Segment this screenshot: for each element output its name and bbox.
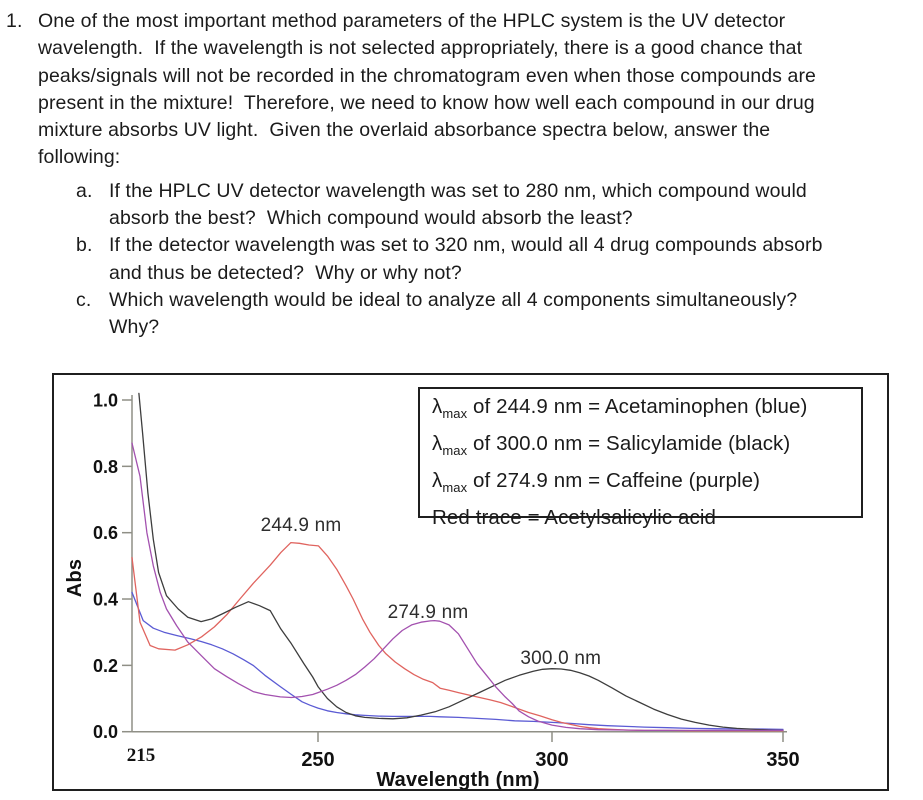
question-line: following: xyxy=(38,146,121,169)
sub-question-line: absorb the best? Which compound would ab… xyxy=(109,207,633,230)
sub-question-line: Why? xyxy=(109,316,160,339)
sub-question-c: c. Which wavelength would be ideal to an… xyxy=(76,287,915,342)
sub-question-line: If the HPLC UV detector wavelength was s… xyxy=(109,179,807,202)
question-line: peaks/signals will not be recorded in th… xyxy=(38,64,817,87)
sub-question-line: Which wavelength would be ideal to analy… xyxy=(109,288,798,311)
sub-question-label: b. xyxy=(76,234,93,257)
y-tick-label: 1.0 xyxy=(93,391,118,411)
x-tick-label: 350 xyxy=(766,749,799,771)
question-block: 1. One of the most important method para… xyxy=(0,8,915,342)
legend-line: λmax of 274.9 nm = Caffeine (purple) xyxy=(432,469,761,496)
spectra-chart: 0.0 0.2 0.4 0.6 0.8 1.0 215 250 300 350 Abs Wavelen… xyxy=(64,391,800,790)
legend-line: λmax of 300.0 nm = Salicylamide (black) xyxy=(432,432,791,459)
sub-question-line: If the detector wavelength was set to 32… xyxy=(109,234,823,257)
sub-question-a: a. If the HPLC UV detector wavelength wa… xyxy=(76,178,915,233)
sub-question-label: a. xyxy=(76,179,93,202)
x-tick-label: 300 xyxy=(535,749,568,771)
spectrum-trace-black xyxy=(138,392,784,732)
absorbance-spectra-figure: 0.0 0.2 0.4 0.6 0.8 1.0 215 250 300 350 Abs Wavelen… xyxy=(52,373,889,791)
y-tick-label: 0.2 xyxy=(93,656,118,676)
question-number: 1. xyxy=(6,10,23,32)
x-tick-label: 250 xyxy=(301,749,334,771)
spectrum-trace-red xyxy=(131,541,784,732)
peak-annotation: 274.9 nm xyxy=(388,602,469,623)
y-tick-label: 0.4 xyxy=(93,590,118,610)
question-line: wavelength. If the wavelength is not sel… xyxy=(38,37,803,60)
question-paragraph: One of the most important method paramet… xyxy=(38,8,915,172)
y-tick-label: 0.0 xyxy=(93,722,118,742)
chart-legend: λmax of 244.9 nm = Acetaminophen (blue) λ… xyxy=(418,387,863,529)
y-tick-label: 0.8 xyxy=(93,457,118,477)
question-line: mixture absorbs UV light. Given the over… xyxy=(38,119,771,142)
peak-annotation: 244.9 nm xyxy=(261,515,342,536)
legend-line: Red trace = Acetylsalicylic acid xyxy=(432,506,717,530)
spectrum-trace-blue xyxy=(131,591,784,731)
legend-line: λmax of 244.9 nm = Acetaminophen (blue) xyxy=(432,395,808,422)
question-line: One of the most important method paramet… xyxy=(38,10,786,32)
question-line: present in the mixture! Therefore, we ne… xyxy=(38,91,815,114)
sub-question-b: b. If the detector wavelength was set to… xyxy=(76,232,915,287)
sub-question-label: c. xyxy=(76,288,92,311)
spectrum-trace-purple xyxy=(131,442,784,732)
y-axis-title: Abs xyxy=(64,559,86,597)
sub-question-list: a. If the HPLC UV detector wavelength wa… xyxy=(76,178,915,342)
y-tick-label: 0.6 xyxy=(93,523,118,543)
peak-annotation: 300.0 nm xyxy=(520,648,601,669)
sub-question-line: and thus be detected? Why or why not? xyxy=(109,261,462,284)
x-axis-title: Wavelength (nm) xyxy=(376,769,539,789)
x-tick-label: 215 xyxy=(127,745,156,766)
